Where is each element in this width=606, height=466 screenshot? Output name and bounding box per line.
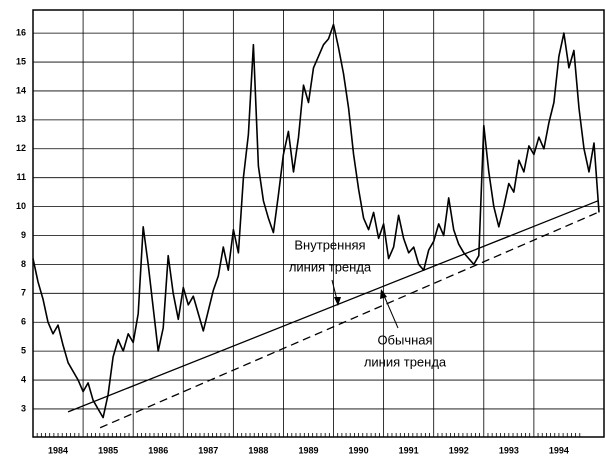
y-tick-label: 4: [21, 374, 26, 384]
y-tick-label: 9: [21, 230, 26, 240]
y-tick-label: 5: [21, 346, 26, 356]
annotation: Внутренняя: [294, 237, 365, 252]
y-tick-label: 10: [16, 201, 26, 211]
y-tick-label: 3: [21, 403, 26, 413]
x-tick-label: 1987: [198, 445, 218, 455]
x-tick-label: 1994: [549, 445, 569, 455]
y-tick-label: 16: [16, 28, 26, 38]
annotation: линия тренда: [364, 354, 447, 369]
plot-frame: [32, 9, 605, 438]
x-tick-label: 1985: [98, 445, 118, 455]
y-tick-label: 13: [16, 114, 26, 124]
annotation-arrowhead: [334, 297, 341, 306]
y-tick-label: 7: [21, 288, 26, 298]
x-tick-label: 1993: [499, 445, 519, 455]
x-tick-label: 1986: [148, 445, 168, 455]
x-tick-label: 1989: [298, 445, 318, 455]
y-tick-label: 14: [16, 85, 26, 95]
x-tick-label: 1992: [449, 445, 469, 455]
y-tick-label: 6: [21, 317, 26, 327]
x-tick-label: 1990: [349, 445, 369, 455]
annotation: линия тренда: [289, 259, 372, 274]
y-tick-label: 12: [16, 143, 26, 153]
price-line: [32, 23, 600, 419]
x-tick-label: 1991: [399, 445, 419, 455]
trend-line: [67, 200, 599, 413]
y-tick-label: 15: [16, 56, 26, 66]
y-tick-label: 11: [16, 172, 26, 182]
x-tick-label: 1984: [48, 445, 68, 455]
annotation: Обычная: [377, 332, 432, 347]
x-tick-label: 1988: [248, 445, 268, 455]
y-tick-label: 8: [21, 259, 26, 269]
